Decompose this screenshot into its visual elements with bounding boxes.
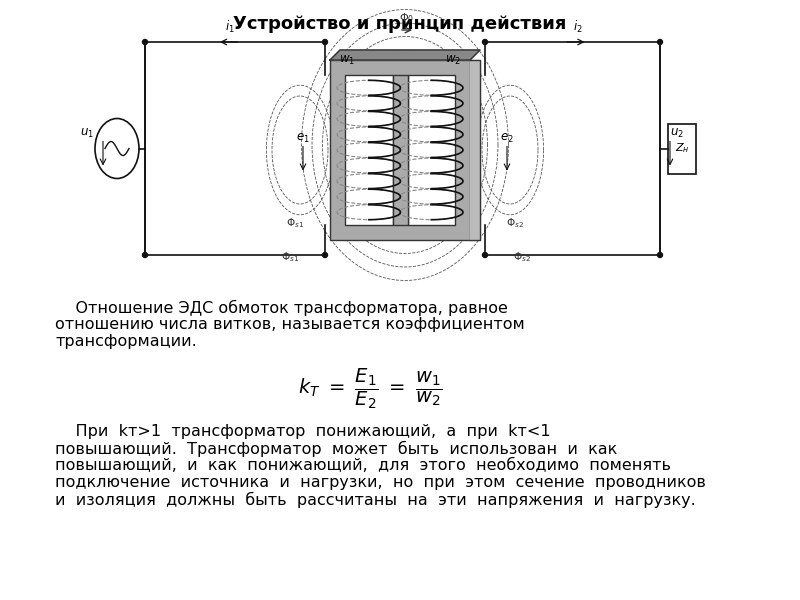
Circle shape [142, 253, 147, 257]
Bar [330, 60, 470, 240]
Bar [393, 75, 407, 225]
Text: $k_T \ = \ \dfrac{E_1}{E_2} \ = \ \dfrac{w_1}{w_2}$: $k_T \ = \ \dfrac{E_1}{E_2} \ = \ \dfrac… [298, 366, 442, 410]
Text: $w_2$: $w_2$ [445, 54, 461, 67]
Text: $u_1$: $u_1$ [80, 127, 94, 140]
Text: $\Phi_{s2}$: $\Phi_{s2}$ [513, 250, 531, 264]
Ellipse shape [95, 118, 139, 179]
Text: $\Phi_{s1}$: $\Phi_{s1}$ [286, 216, 304, 230]
Circle shape [482, 253, 487, 257]
Text: $e_1$: $e_1$ [296, 132, 310, 145]
Text: $\Phi_{s2}$: $\Phi_{s2}$ [506, 216, 524, 230]
Text: $\Phi_0$: $\Phi_0$ [399, 11, 414, 25]
Circle shape [322, 40, 327, 44]
Circle shape [482, 40, 487, 44]
Polygon shape [470, 60, 480, 240]
Bar [407, 75, 455, 225]
Text: Устройство и принцип действия: Устройство и принцип действия [234, 15, 566, 33]
Text: $w_1$: $w_1$ [339, 54, 355, 67]
Circle shape [142, 40, 147, 44]
Circle shape [658, 40, 662, 44]
Text: повышающий.  Трансформатор  может  быть  использован  и  как: повышающий. Трансформатор может быть исп… [55, 441, 618, 457]
Text: $e_2$: $e_2$ [500, 132, 514, 145]
Text: Отношение ЭДС обмоток трансформатора, равное: Отношение ЭДС обмоток трансформатора, ра… [55, 300, 508, 316]
Polygon shape [330, 50, 480, 60]
Text: трансформации.: трансформации. [55, 334, 197, 349]
Text: повышающий,  и  как  понижающий,  для  этого  необходимо  поменять: повышающий, и как понижающий, для этого … [55, 458, 671, 473]
Text: $i_1$: $i_1$ [225, 19, 235, 35]
Text: При  kт>1  трансформатор  понижающий,  а  при  kт<1: При kт>1 трансформатор понижающий, а при… [55, 424, 550, 439]
Text: и  изоляция  должны  быть  рассчитаны  на  эти  напряжения  и  нагрузку.: и изоляция должны быть рассчитаны на эти… [55, 492, 696, 508]
Bar [668, 124, 696, 173]
Text: $Z_н$: $Z_н$ [674, 142, 690, 155]
Bar [345, 75, 393, 225]
Text: подключение  источника  и  нагрузки,  но  при  этом  сечение  проводников: подключение источника и нагрузки, но при… [55, 475, 706, 490]
Circle shape [322, 253, 327, 257]
Text: $i_2$: $i_2$ [573, 19, 582, 35]
Text: $\Phi_{s1}$: $\Phi_{s1}$ [281, 250, 299, 264]
Text: отношению числа витков, называется коэффициентом: отношению числа витков, называется коэфф… [55, 317, 525, 332]
Circle shape [658, 253, 662, 257]
Text: $u_2$: $u_2$ [670, 127, 684, 140]
